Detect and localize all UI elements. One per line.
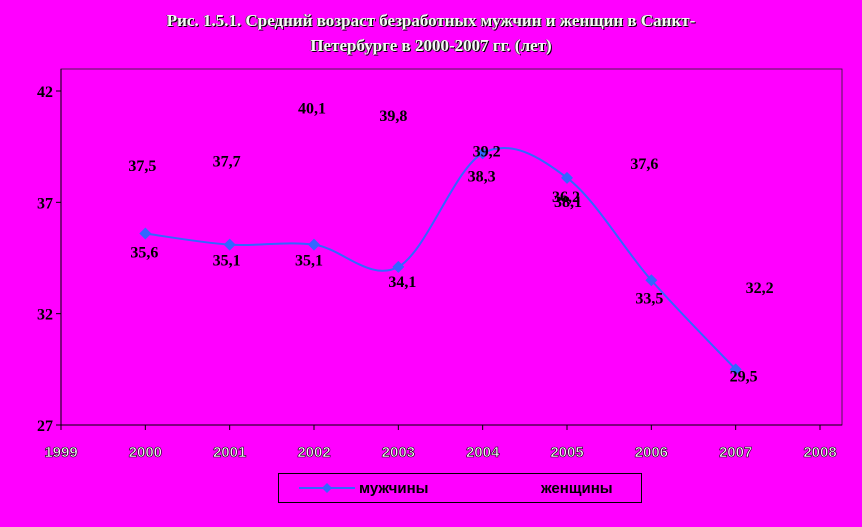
point-women [217, 174, 242, 199]
data-label-men: 33,5 [635, 290, 663, 307]
x-tick-label: 2004 [466, 444, 500, 461]
point-women [555, 208, 579, 233]
x-tick-label: 2000 [129, 444, 162, 461]
point-men [729, 363, 742, 376]
point-men [561, 171, 573, 184]
data-label-men: 35,1 [295, 253, 323, 270]
data-label-women: 32,2 [746, 280, 774, 297]
point-women [133, 179, 158, 204]
x-tick-label: 2008 [803, 444, 836, 461]
data-label-men: 29,5 [730, 368, 758, 385]
legend-label-women: женщины [541, 480, 613, 497]
data-label-women: 39,8 [379, 108, 407, 125]
point-men [308, 238, 320, 251]
legend: мужчины женщины [278, 473, 642, 503]
y-tick-label: 37 [37, 195, 53, 212]
point-men [392, 260, 405, 273]
point-men [139, 227, 152, 240]
data-label-men: 38,1 [554, 194, 582, 211]
data-label-women: 40,1 [298, 100, 326, 117]
y-tick-label: 27 [37, 418, 53, 435]
data-label-men: 35,6 [130, 245, 158, 262]
x-tick-label: 2005 [550, 444, 583, 461]
x-tick-label: 2002 [297, 444, 330, 461]
point-men [645, 274, 658, 287]
data-label-women: 36,2 [552, 189, 580, 206]
x-tick-label: 2003 [382, 444, 415, 461]
data-label-women: 37,6 [630, 156, 658, 173]
point-men [223, 238, 236, 251]
legend-men-marker [322, 483, 332, 493]
series-line-men [145, 146, 737, 371]
x-tick-label: 2007 [719, 444, 752, 461]
x-tick-label: 2001 [213, 444, 246, 461]
data-label-women: 37,5 [128, 158, 156, 175]
y-tick-label: 42 [37, 84, 53, 101]
x-tick-label: 2006 [635, 444, 668, 461]
chart-title-line-2: Петербурге в 2000-2007 гг. (лет) [310, 36, 552, 55]
x-tick-label: 1999 [44, 444, 77, 461]
data-label-men: 34,1 [388, 274, 416, 291]
data-label-men: 35,1 [213, 253, 241, 270]
legend-label-men: мужчины [359, 480, 429, 497]
point-women [302, 121, 326, 146]
data-label-women: 39,2 [473, 143, 501, 160]
point-women [470, 161, 495, 186]
point-men [476, 147, 489, 160]
chart-title: Рис. 1.5.1. Средний возраст безработных … [0, 8, 862, 58]
data-label-women: 37,7 [213, 154, 241, 171]
data-label-men: 38,3 [468, 168, 496, 185]
chart-title-line-1: Рис. 1.5.1. Средний возраст безработных … [166, 11, 696, 30]
plot-area [60, 68, 843, 426]
point-women [723, 297, 748, 322]
point-women [386, 127, 411, 152]
y-tick-label: 32 [37, 307, 53, 324]
point-women [639, 176, 664, 201]
